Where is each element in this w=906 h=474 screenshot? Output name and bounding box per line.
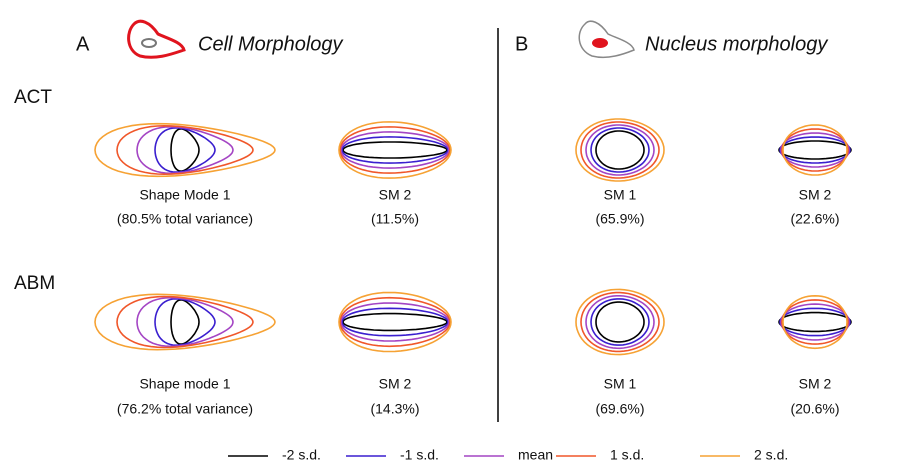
mode-variance: (65.9%): [595, 211, 644, 227]
legend-label: -1 s.d.: [400, 447, 439, 463]
shape-outline: [171, 129, 199, 171]
shape-outline: [591, 299, 649, 345]
mode-caption: SM 1: [604, 376, 637, 392]
mode-variance: (22.6%): [790, 211, 839, 227]
shape-outline: [781, 133, 849, 167]
mode-variance: (76.2% total variance): [117, 401, 253, 417]
legend-label: 2 s.d.: [754, 447, 788, 463]
mode-variance: (20.6%): [790, 401, 839, 417]
shape-outline: [342, 137, 448, 163]
panel-title: Nucleus morphology: [645, 33, 828, 55]
mode-variance: (80.5% total variance): [117, 211, 253, 227]
panel-letter: A: [76, 33, 90, 55]
shape-outline: [340, 127, 450, 173]
shape-outline: [342, 308, 448, 335]
mode-variance: (11.5%): [371, 211, 419, 227]
legend-label: 1 s.d.: [610, 447, 644, 463]
shape-outline: [95, 294, 275, 349]
mode-caption: SM 2: [379, 187, 412, 203]
shape-outline: [171, 300, 199, 344]
panel-letter: B: [515, 33, 528, 55]
mode-variance: (69.6%): [595, 401, 644, 417]
shape-outline: [343, 142, 447, 158]
shape-outline: [340, 298, 450, 347]
shape-outline: [155, 299, 215, 345]
panel-title: Cell Morphology: [198, 33, 344, 55]
mode-caption: SM 1: [604, 187, 637, 203]
shape-outline: [782, 300, 848, 344]
legend-label: -2 s.d.: [282, 447, 321, 463]
shape-outline: [596, 131, 644, 169]
shape-outline: [779, 141, 851, 159]
mode-caption: SM 2: [799, 187, 832, 203]
shape-outline: [339, 293, 451, 352]
shape-outline: [591, 128, 649, 172]
shape-outline: [596, 302, 644, 342]
mode-caption: SM 2: [379, 376, 412, 392]
mode-caption: Shape mode 1: [139, 376, 230, 392]
shape-outline: [95, 124, 275, 177]
mode-caption: SM 2: [799, 376, 832, 392]
shape-outline: [779, 313, 851, 332]
shape-outline: [155, 128, 215, 172]
mode-variance: (14.3%): [370, 401, 419, 417]
figure: A Cell Morphology B Nucleus morphology A…: [0, 0, 906, 469]
shape-outline: [782, 129, 848, 171]
shape-outline: [781, 304, 849, 340]
cell-icon: [129, 21, 184, 57]
row-label: ACT: [14, 87, 52, 108]
shape-outline: [343, 314, 447, 331]
shape-outline: [339, 122, 451, 178]
legend-label: mean: [518, 447, 553, 463]
row-label: ABM: [14, 273, 55, 294]
mode-caption: Shape Mode 1: [139, 187, 230, 203]
nucleus-icon: [579, 21, 634, 57]
